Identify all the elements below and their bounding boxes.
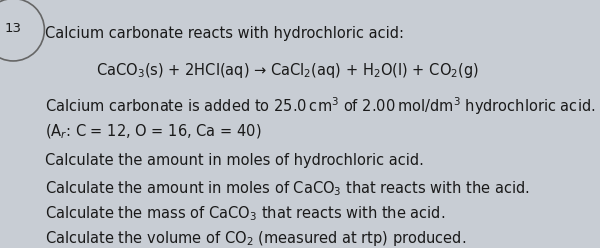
Text: (A$_r$: C = 12, O = 16, Ca = 40): (A$_r$: C = 12, O = 16, Ca = 40) (45, 123, 262, 141)
Text: 13: 13 (5, 22, 22, 35)
Text: Calculate the amount in moles of CaCO$_3$ that reacts with the acid.: Calculate the amount in moles of CaCO$_3… (45, 180, 530, 198)
Text: Calcium carbonate reacts with hydrochloric acid:: Calcium carbonate reacts with hydrochlor… (45, 26, 404, 41)
Text: Calcium carbonate is added to 25.0 cm$^3$ of 2.00 mol/dm$^3$ hydrochloric acid.: Calcium carbonate is added to 25.0 cm$^3… (45, 95, 595, 117)
Text: Calculate the volume of CO$_2$ (measured at rtp) produced.: Calculate the volume of CO$_2$ (measured… (45, 229, 466, 248)
Text: Calculate the amount in moles of hydrochloric acid.: Calculate the amount in moles of hydroch… (45, 153, 424, 167)
Ellipse shape (0, 0, 44, 61)
Text: CaCO$_3$(s) + 2HCl(aq) → CaCl$_2$(aq) + H$_2$O(l) + CO$_2$(g): CaCO$_3$(s) + 2HCl(aq) → CaCl$_2$(aq) + … (96, 61, 479, 80)
Text: Calculate the mass of CaCO$_3$ that reacts with the acid.: Calculate the mass of CaCO$_3$ that reac… (45, 205, 445, 223)
